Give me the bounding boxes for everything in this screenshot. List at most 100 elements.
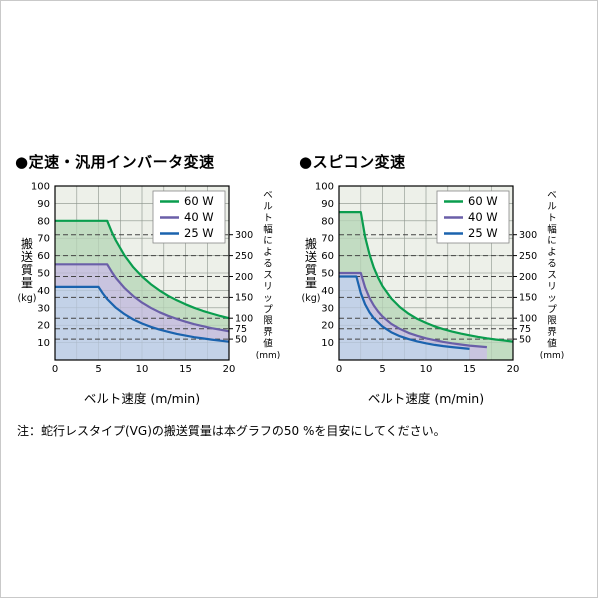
svg-text:ベ: ベ [263,190,273,201]
curve-60W [55,219,230,320]
svg-text:限: 限 [547,316,557,327]
svg-text:20: 20 [223,364,236,375]
svg-text:50: 50 [37,269,50,280]
y-axis-label: 搬送質量 (kg) [18,236,37,304]
chart-inverter: 10 20 30 40 50 60 70 80 90 100 0 5 10 15 20 300 250 200 15… [15,174,289,408]
svg-text:(kg): (kg) [18,293,37,304]
legend: 60 W 40 W 25 W [436,190,510,244]
curve-25W [55,285,230,343]
svg-text:10: 10 [321,338,334,349]
svg-text:5: 5 [379,364,385,375]
svg-text:プ: プ [263,304,273,315]
svg-text:5: 5 [95,364,101,375]
svg-text:300: 300 [519,230,537,241]
svg-text:送: 送 [21,249,33,264]
svg-text:75: 75 [519,324,531,335]
svg-text:送: 送 [305,249,317,264]
y-axis-label: 搬送質量 (kg) [302,236,321,304]
chart-canvas-0: 10 20 30 40 50 60 70 80 90 100 0 5 10 15 20 300 250 200 15… [18,182,281,407]
svg-text:界: 界 [547,327,557,338]
svg-text:量: 量 [305,276,317,290]
svg-text:質: 質 [305,262,317,277]
svg-text:40 W: 40 W [468,210,498,224]
svg-text:(kg): (kg) [302,293,321,304]
svg-text:よ: よ [547,247,557,258]
svg-text:限: 限 [263,316,273,327]
svg-text:ス: ス [547,270,557,281]
svg-text:75: 75 [235,324,247,335]
svg-text:150: 150 [235,293,253,304]
svg-text:60 W: 60 W [468,194,498,208]
x-axis-ticks: 0 5 10 15 20 [52,364,236,375]
svg-text:ス: ス [263,270,273,281]
svg-text:0: 0 [336,364,342,375]
svg-text:よ: よ [263,247,273,258]
svg-text:80: 80 [37,216,50,227]
svg-text:リ: リ [547,281,557,292]
chart-spicon: 10 20 30 40 50 60 70 80 90 100 0 5 10 15 20 300 250 200 15… [299,174,573,408]
area-25W [55,286,229,360]
svg-text:リ: リ [263,281,273,292]
svg-text:100: 100 [235,314,253,325]
curve-40W [55,263,230,333]
svg-text:60: 60 [321,251,334,262]
svg-text:量: 量 [21,276,33,290]
chart-block-inverter: ●定速・汎用インバータ変速 10 20 30 40 50 60 70 80 90 100 0 5 10 1… [15,151,289,408]
svg-text:300: 300 [235,230,253,241]
svg-text:50: 50 [235,334,247,345]
svg-text:200: 200 [235,272,253,283]
svg-text:40 W: 40 W [184,210,214,224]
svg-text:ベ: ベ [547,190,557,201]
svg-text:搬: 搬 [305,236,317,251]
svg-text:70: 70 [321,234,334,245]
svg-text:50: 50 [519,334,531,345]
svg-text:250: 250 [519,251,537,262]
svg-text:に: に [547,236,557,247]
svg-text:界: 界 [263,327,273,338]
svg-text:70: 70 [37,234,50,245]
svg-text:20: 20 [507,364,520,375]
svg-text:プ: プ [547,304,557,315]
svg-text:(mm): (mm) [540,351,565,361]
curve-60W [339,210,514,343]
svg-text:25 W: 25 W [184,226,214,240]
svg-text:200: 200 [519,272,537,283]
svg-text:搬: 搬 [21,236,33,251]
svg-text:ッ: ッ [547,293,557,304]
svg-text:90: 90 [321,199,334,210]
svg-text:値: 値 [547,338,557,350]
svg-text:25 W: 25 W [468,226,498,240]
svg-text:100: 100 [519,314,537,325]
svg-text:ッ: ッ [263,293,273,304]
svg-text:20: 20 [321,321,334,332]
x-axis-ticks: 0 5 10 15 20 [336,364,520,375]
x-axis-label: ベルト速度 (m/min) [368,391,484,406]
chart-title-spicon: ●スピコン変速 [299,153,406,171]
svg-text:10: 10 [37,338,50,349]
svg-text:0: 0 [52,364,58,375]
svg-text:に: に [263,236,273,247]
svg-text:ル: ル [263,201,273,212]
svg-text:15: 15 [463,364,476,375]
svg-text:250: 250 [235,251,253,262]
svg-text:る: る [263,259,273,270]
curve-40W [339,271,487,349]
svg-text:30: 30 [321,303,334,314]
svg-text:90: 90 [37,199,50,210]
svg-text:30: 30 [37,303,50,314]
footnote: 注：蛇行レスタイプ(VG)の搬送質量は本グラフの50 %を目安にしてください。 [17,424,446,438]
svg-text:10: 10 [136,364,149,375]
content: ●定速・汎用インバータ変速 10 20 30 40 50 60 70 80 90 100 0 5 10 1… [1,1,597,439]
svg-text:80: 80 [321,216,334,227]
svg-text:ト: ト [263,213,273,224]
svg-text:幅: 幅 [547,223,557,235]
svg-text:40: 40 [37,286,50,297]
svg-text:40: 40 [321,286,334,297]
svg-text:ル: ル [547,201,557,212]
chart-canvas-1: 10 20 30 40 50 60 70 80 90 100 0 5 10 15 20 300 250 200 15… [302,182,565,407]
svg-text:100: 100 [315,182,334,193]
charts-row: ●定速・汎用インバータ変速 10 20 30 40 50 60 70 80 90 100 0 5 10 1… [15,151,589,408]
